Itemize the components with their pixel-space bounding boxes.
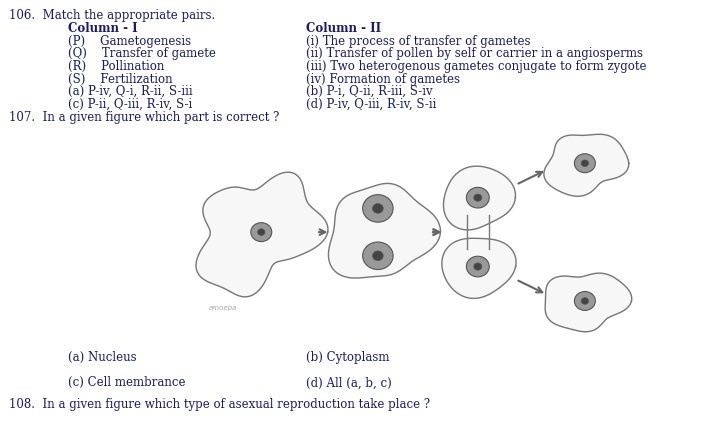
- Polygon shape: [443, 166, 516, 230]
- Text: 107.  In a given figure which part is correct ?: 107. In a given figure which part is cor…: [9, 111, 279, 124]
- Text: 106.  Match the appropriate pairs.: 106. Match the appropriate pairs.: [9, 9, 215, 22]
- Text: (a) Nucleus: (a) Nucleus: [68, 351, 137, 364]
- Ellipse shape: [474, 194, 482, 201]
- Polygon shape: [544, 134, 629, 196]
- Text: (R)    Pollination: (R) Pollination: [68, 60, 165, 73]
- Text: amoeba: amoeba: [209, 305, 237, 311]
- Text: (i) The process of transfer of gametes: (i) The process of transfer of gametes: [306, 35, 531, 48]
- Ellipse shape: [581, 298, 588, 304]
- Ellipse shape: [474, 263, 482, 270]
- Ellipse shape: [363, 195, 393, 222]
- Ellipse shape: [466, 187, 490, 208]
- Ellipse shape: [363, 242, 393, 270]
- Ellipse shape: [575, 154, 596, 173]
- Polygon shape: [329, 184, 441, 278]
- Text: (Q)    Transfer of gamete: (Q) Transfer of gamete: [68, 47, 216, 60]
- Text: (b) P-i, Q-ii, R-iii, S-iv: (b) P-i, Q-ii, R-iii, S-iv: [306, 85, 433, 98]
- Polygon shape: [196, 172, 328, 297]
- Text: (c) Cell membrance: (c) Cell membrance: [68, 376, 186, 390]
- Ellipse shape: [466, 256, 490, 277]
- Text: (d) P-iv, Q-iii, R-iv, S-ii: (d) P-iv, Q-iii, R-iv, S-ii: [306, 98, 437, 111]
- Text: (a) P-iv, Q-i, R-ii, S-iii: (a) P-iv, Q-i, R-ii, S-iii: [68, 85, 193, 98]
- Ellipse shape: [257, 229, 265, 235]
- Text: (iv) Formation of gametes: (iv) Formation of gametes: [306, 73, 461, 86]
- Text: Column - II: Column - II: [306, 22, 381, 35]
- Polygon shape: [442, 238, 516, 298]
- Ellipse shape: [251, 223, 272, 241]
- Text: (b) Cytoplasm: (b) Cytoplasm: [306, 351, 390, 364]
- Ellipse shape: [575, 292, 596, 311]
- Ellipse shape: [581, 160, 588, 167]
- Ellipse shape: [373, 251, 383, 261]
- Text: (d) All (a, b, c): (d) All (a, b, c): [306, 376, 392, 390]
- Text: (S)    Fertilization: (S) Fertilization: [68, 73, 173, 86]
- Text: (iii) Two heterogenous gametes conjugate to form zygote: (iii) Two heterogenous gametes conjugate…: [306, 60, 647, 73]
- Polygon shape: [545, 273, 632, 332]
- Text: (c) P-ii, Q-iii, R-iv, S-i: (c) P-ii, Q-iii, R-iv, S-i: [68, 98, 193, 111]
- Text: Column - I: Column - I: [68, 22, 138, 35]
- Text: (P)    Gametogenesis: (P) Gametogenesis: [68, 35, 192, 48]
- Text: 108.  In a given figure which type of asexual reproduction take place ?: 108. In a given figure which type of ase…: [9, 398, 430, 411]
- Ellipse shape: [373, 203, 383, 213]
- Text: (ii) Transfer of pollen by self or carrier in a angiosperms: (ii) Transfer of pollen by self or carri…: [306, 47, 643, 60]
